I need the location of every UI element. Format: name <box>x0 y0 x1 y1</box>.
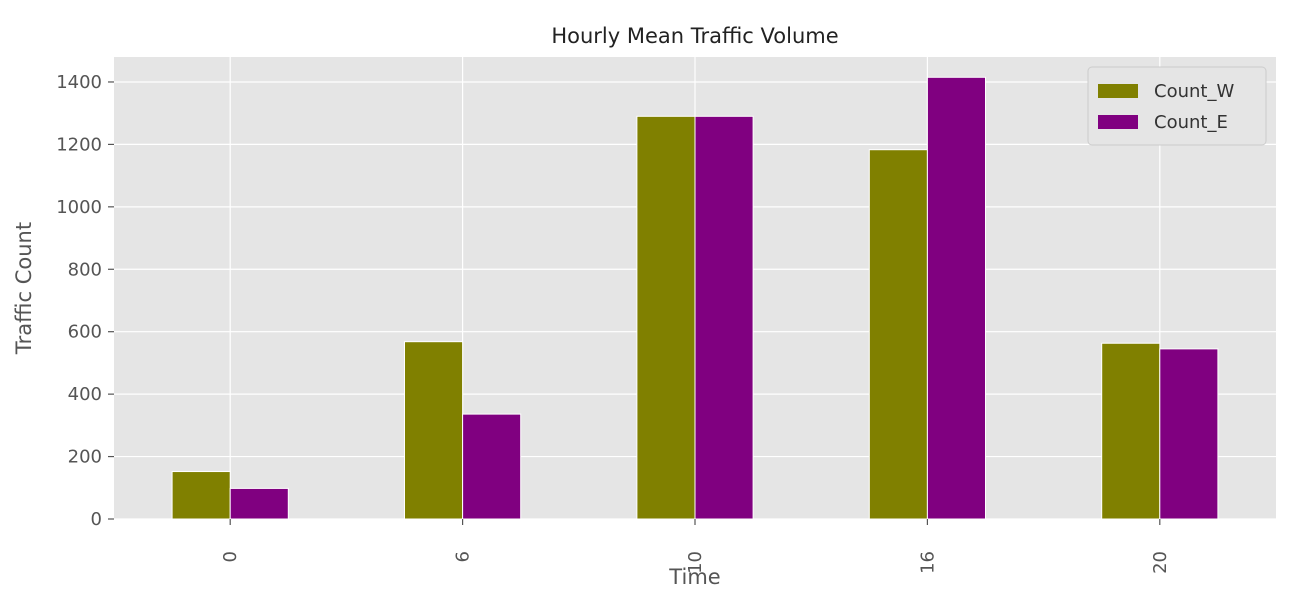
bar-count-e-10 <box>694 115 754 520</box>
bar-count-e-6 <box>462 413 522 520</box>
y-tick-label: 600 <box>68 322 102 343</box>
bar-count-w-16 <box>868 149 928 520</box>
legend-swatch <box>1098 84 1138 98</box>
y-tick-label: 0 <box>91 509 102 530</box>
bar-count-e-0 <box>229 487 289 520</box>
y-tick-label: 1400 <box>56 72 102 93</box>
y-tick-label: 200 <box>68 447 102 468</box>
bar-count-w-0 <box>171 471 231 520</box>
x-axis-label: Time <box>668 565 720 589</box>
x-tick-label: 6 <box>453 551 474 562</box>
bar-count-w-20 <box>1101 342 1161 520</box>
y-tick-label: 800 <box>68 259 102 280</box>
chart-title: Hourly Mean Traffic Volume <box>551 24 838 48</box>
bar-count-w-6 <box>404 341 464 520</box>
x-tick-label: 0 <box>220 551 241 562</box>
y-tick-label: 400 <box>68 384 102 405</box>
y-axis-ticks: 0 200 400 600 800 1000 1200 1400 <box>56 72 114 530</box>
y-tick-label: 1000 <box>56 197 102 218</box>
legend: Count_W Count_E <box>1087 66 1267 146</box>
legend-swatch <box>1098 115 1138 129</box>
bar-count-e-20 <box>1159 348 1219 520</box>
x-tick-label: 20 <box>1150 551 1171 574</box>
bar-count-e-16 <box>926 76 987 520</box>
legend-label: Count_W <box>1154 81 1234 102</box>
y-tick-label: 1200 <box>56 134 102 155</box>
bar-count-w-10 <box>636 115 696 520</box>
x-tick-label: 16 <box>917 551 938 574</box>
legend-label: Count_E <box>1154 112 1228 133</box>
x-axis-ticks: 0 6 10 16 20 <box>220 519 1171 574</box>
y-axis-label: Traffic Count <box>12 222 36 355</box>
legend-box <box>1087 66 1267 146</box>
x-tick-label: 10 <box>685 551 706 574</box>
bars <box>171 76 1219 520</box>
